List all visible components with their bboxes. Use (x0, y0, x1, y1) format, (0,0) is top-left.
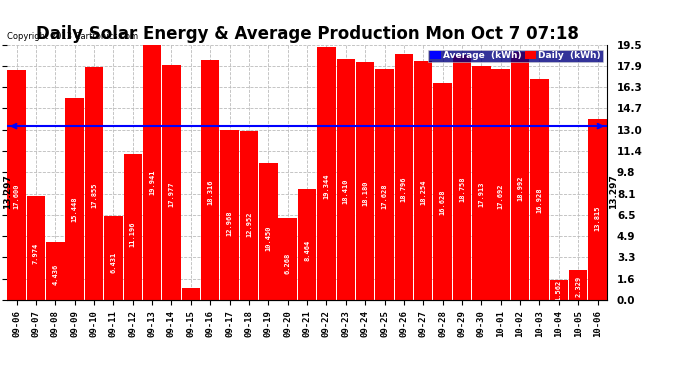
Bar (511, 52, 529, 300)
Bar (143, 39, 161, 300)
Bar (453, 55, 471, 300)
Text: 7.974: 7.974 (33, 243, 39, 264)
Bar (375, 69, 394, 300)
Bar (46, 242, 64, 300)
Text: 17.600: 17.600 (14, 184, 19, 209)
Bar (201, 60, 219, 300)
Bar (337, 59, 355, 300)
Bar (550, 280, 568, 300)
Bar (220, 130, 239, 300)
Text: 17.977: 17.977 (168, 182, 175, 207)
Text: 18.758: 18.758 (459, 177, 465, 203)
Text: 19.941: 19.941 (149, 170, 155, 195)
Text: 17.913: 17.913 (478, 182, 484, 207)
Title: Daily Solar Energy & Average Production Mon Oct 7 07:18: Daily Solar Energy & Average Production … (36, 26, 578, 44)
Bar (124, 154, 142, 300)
Text: 6.431: 6.431 (110, 252, 117, 273)
Bar (569, 270, 587, 300)
Bar (27, 196, 45, 300)
Text: 10.450: 10.450 (266, 226, 271, 251)
Bar (66, 98, 84, 300)
Bar (491, 69, 510, 300)
Text: 18.410: 18.410 (343, 179, 348, 204)
Text: 17.692: 17.692 (497, 183, 504, 209)
Text: 17.855: 17.855 (91, 182, 97, 208)
Text: 18.180: 18.180 (362, 180, 368, 206)
Legend: Average  (kWh), Daily  (kWh): Average (kWh), Daily (kWh) (428, 50, 602, 62)
Bar (530, 79, 549, 300)
Bar (472, 66, 491, 300)
Bar (181, 288, 200, 300)
Text: 18.254: 18.254 (420, 180, 426, 206)
Bar (356, 62, 375, 300)
Text: 1.562: 1.562 (555, 280, 562, 302)
Bar (317, 47, 335, 300)
Text: 16.628: 16.628 (440, 189, 446, 215)
Text: 6.268: 6.268 (285, 252, 290, 274)
Bar (395, 54, 413, 300)
Text: 13.815: 13.815 (595, 206, 600, 231)
Bar (8, 70, 26, 300)
Text: 17.628: 17.628 (382, 183, 388, 209)
Text: 16.928: 16.928 (536, 188, 542, 213)
Text: 8.464: 8.464 (304, 240, 310, 261)
Text: Copyright 2013 Cartronics.com: Copyright 2013 Cartronics.com (8, 32, 139, 41)
Text: 13.297: 13.297 (609, 174, 618, 209)
Text: 18.796: 18.796 (401, 177, 407, 202)
Bar (85, 66, 104, 300)
Text: 12.952: 12.952 (246, 211, 252, 237)
Text: 15.448: 15.448 (72, 196, 78, 222)
Bar (259, 164, 277, 300)
Text: 18.992: 18.992 (517, 176, 523, 201)
Bar (298, 189, 316, 300)
Text: 11.196: 11.196 (130, 221, 136, 247)
Bar (589, 119, 607, 300)
Bar (433, 82, 452, 300)
Bar (104, 216, 123, 300)
Text: 4.436: 4.436 (52, 263, 59, 285)
Bar (162, 65, 181, 300)
Text: 19.344: 19.344 (324, 173, 329, 199)
Bar (279, 218, 297, 300)
Text: 2.329: 2.329 (575, 276, 581, 297)
Bar (414, 61, 433, 300)
Text: 13.297: 13.297 (3, 174, 12, 209)
Text: 12.968: 12.968 (226, 211, 233, 237)
Text: 18.316: 18.316 (207, 180, 213, 205)
Bar (239, 130, 258, 300)
